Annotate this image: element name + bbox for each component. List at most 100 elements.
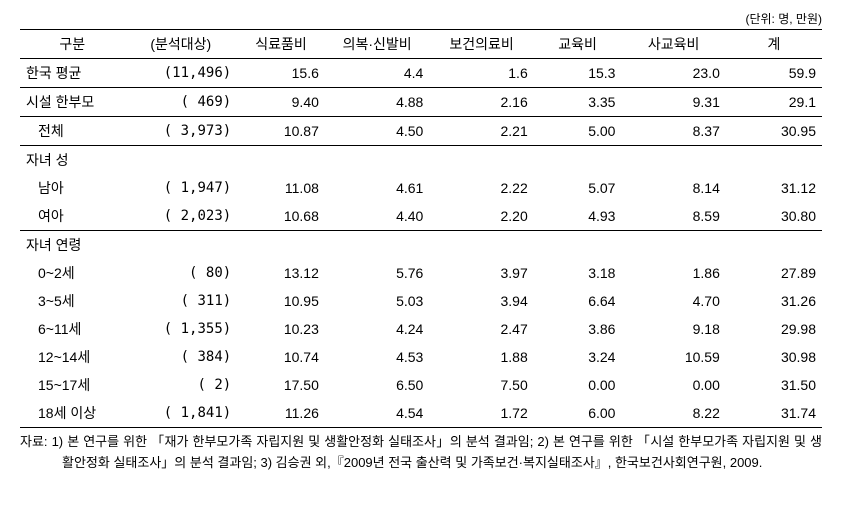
cell-value: 31.50	[726, 371, 822, 399]
cell-value: 4.4	[325, 59, 429, 88]
header-clothing: 의복·신발비	[325, 30, 429, 59]
row-label: 12~14세	[20, 343, 124, 371]
header-private-edu: 사교육비	[621, 30, 725, 59]
cell-value: 30.80	[726, 202, 822, 231]
section-header-age: 자녀 연령	[20, 231, 822, 260]
cell-value: 29.98	[726, 315, 822, 343]
cell-value: 4.50	[325, 117, 429, 146]
cell-value: 4.70	[621, 287, 725, 315]
header-analysis: (분석대상)	[124, 30, 237, 59]
cell-value: 9.31	[621, 88, 725, 117]
cell-value: 17.50	[237, 371, 325, 399]
cell-value: 7.50	[429, 371, 533, 399]
cell-value: 2.20	[429, 202, 533, 231]
row-label: 6~11세	[20, 315, 124, 343]
header-food: 식료품비	[237, 30, 325, 59]
row-label: 18세 이상	[20, 399, 124, 428]
cell-value: 5.76	[325, 259, 429, 287]
cell-value: 27.89	[726, 259, 822, 287]
cell-value: 0.00	[534, 371, 622, 399]
cell-value: 0.00	[621, 371, 725, 399]
cell-value: 31.12	[726, 174, 822, 202]
header-education: 교육비	[534, 30, 622, 59]
cell-value: 6.64	[534, 287, 622, 315]
section-label: 자녀 성	[20, 146, 822, 175]
cell-value: 5.07	[534, 174, 622, 202]
table-row: 시설 한부모 ( 469) 9.40 4.88 2.16 3.35 9.31 2…	[20, 88, 822, 117]
row-label: 전체	[20, 117, 124, 146]
unit-label: (단위: 명, 만원)	[20, 10, 822, 27]
cell-value: 10.74	[237, 343, 325, 371]
cell-value: 4.88	[325, 88, 429, 117]
footnote: 자료: 1) 본 연구를 위한 「재가 한부모가족 자립지원 및 생활안정화 실…	[20, 432, 822, 474]
row-label: 3~5세	[20, 287, 124, 315]
cell-value: 5.03	[325, 287, 429, 315]
cell-analysis: ( 80)	[124, 259, 237, 287]
cell-analysis: ( 384)	[124, 343, 237, 371]
cell-value: 29.1	[726, 88, 822, 117]
table-row: 0~2세 ( 80) 13.12 5.76 3.97 3.18 1.86 27.…	[20, 259, 822, 287]
cell-value: 8.14	[621, 174, 725, 202]
table-row: 6~11세 ( 1,355) 10.23 4.24 2.47 3.86 9.18…	[20, 315, 822, 343]
cell-value: 5.00	[534, 117, 622, 146]
cell-value: 3.86	[534, 315, 622, 343]
cell-value: 3.97	[429, 259, 533, 287]
cell-value: 1.6	[429, 59, 533, 88]
header-category: 구분	[20, 30, 124, 59]
cell-value: 30.98	[726, 343, 822, 371]
cell-value: 3.24	[534, 343, 622, 371]
table-row: 12~14세 ( 384) 10.74 4.53 1.88 3.24 10.59…	[20, 343, 822, 371]
cell-value: 13.12	[237, 259, 325, 287]
cell-value: 6.00	[534, 399, 622, 428]
cell-value: 10.68	[237, 202, 325, 231]
table-row: 여아 ( 2,023) 10.68 4.40 2.20 4.93 8.59 30…	[20, 202, 822, 231]
cell-value: 9.40	[237, 88, 325, 117]
cell-analysis: ( 2,023)	[124, 202, 237, 231]
table-row: 18세 이상 ( 1,841) 11.26 4.54 1.72 6.00 8.2…	[20, 399, 822, 428]
cell-value: 2.22	[429, 174, 533, 202]
cell-analysis: ( 3,973)	[124, 117, 237, 146]
cell-value: 15.3	[534, 59, 622, 88]
cell-value: 2.21	[429, 117, 533, 146]
cell-value: 4.54	[325, 399, 429, 428]
cell-analysis: ( 1,841)	[124, 399, 237, 428]
cell-value: 8.59	[621, 202, 725, 231]
section-label: 자녀 연령	[20, 231, 822, 260]
cell-value: 31.26	[726, 287, 822, 315]
cell-value: 4.61	[325, 174, 429, 202]
cell-value: 3.18	[534, 259, 622, 287]
cell-analysis: ( 1,947)	[124, 174, 237, 202]
cell-value: 15.6	[237, 59, 325, 88]
cell-value: 4.40	[325, 202, 429, 231]
cell-value: 23.0	[621, 59, 725, 88]
cell-value: 2.47	[429, 315, 533, 343]
cell-value: 11.26	[237, 399, 325, 428]
row-label: 여아	[20, 202, 124, 231]
cell-analysis: ( 311)	[124, 287, 237, 315]
cell-value: 3.35	[534, 88, 622, 117]
cell-analysis: ( 469)	[124, 88, 237, 117]
header-total: 계	[726, 30, 822, 59]
cell-value: 10.59	[621, 343, 725, 371]
cell-value: 10.87	[237, 117, 325, 146]
cell-value: 11.08	[237, 174, 325, 202]
cell-value: 1.86	[621, 259, 725, 287]
cell-value: 10.23	[237, 315, 325, 343]
cell-analysis: ( 1,355)	[124, 315, 237, 343]
row-label: 15~17세	[20, 371, 124, 399]
cell-value: 6.50	[325, 371, 429, 399]
cell-value: 59.9	[726, 59, 822, 88]
cell-value: 4.93	[534, 202, 622, 231]
cell-value: 4.24	[325, 315, 429, 343]
row-label: 0~2세	[20, 259, 124, 287]
table-row: 전체 ( 3,973) 10.87 4.50 2.21 5.00 8.37 30…	[20, 117, 822, 146]
cell-analysis: (11,496)	[124, 59, 237, 88]
cell-value: 2.16	[429, 88, 533, 117]
row-label: 남아	[20, 174, 124, 202]
table-row: 3~5세 ( 311) 10.95 5.03 3.94 6.64 4.70 31…	[20, 287, 822, 315]
table-row: 15~17세 ( 2) 17.50 6.50 7.50 0.00 0.00 31…	[20, 371, 822, 399]
cell-value: 8.22	[621, 399, 725, 428]
cell-value: 8.37	[621, 117, 725, 146]
data-table: 구분 (분석대상) 식료품비 의복·신발비 보건의료비 교육비 사교육비 계 한…	[20, 29, 822, 428]
cell-value: 1.88	[429, 343, 533, 371]
